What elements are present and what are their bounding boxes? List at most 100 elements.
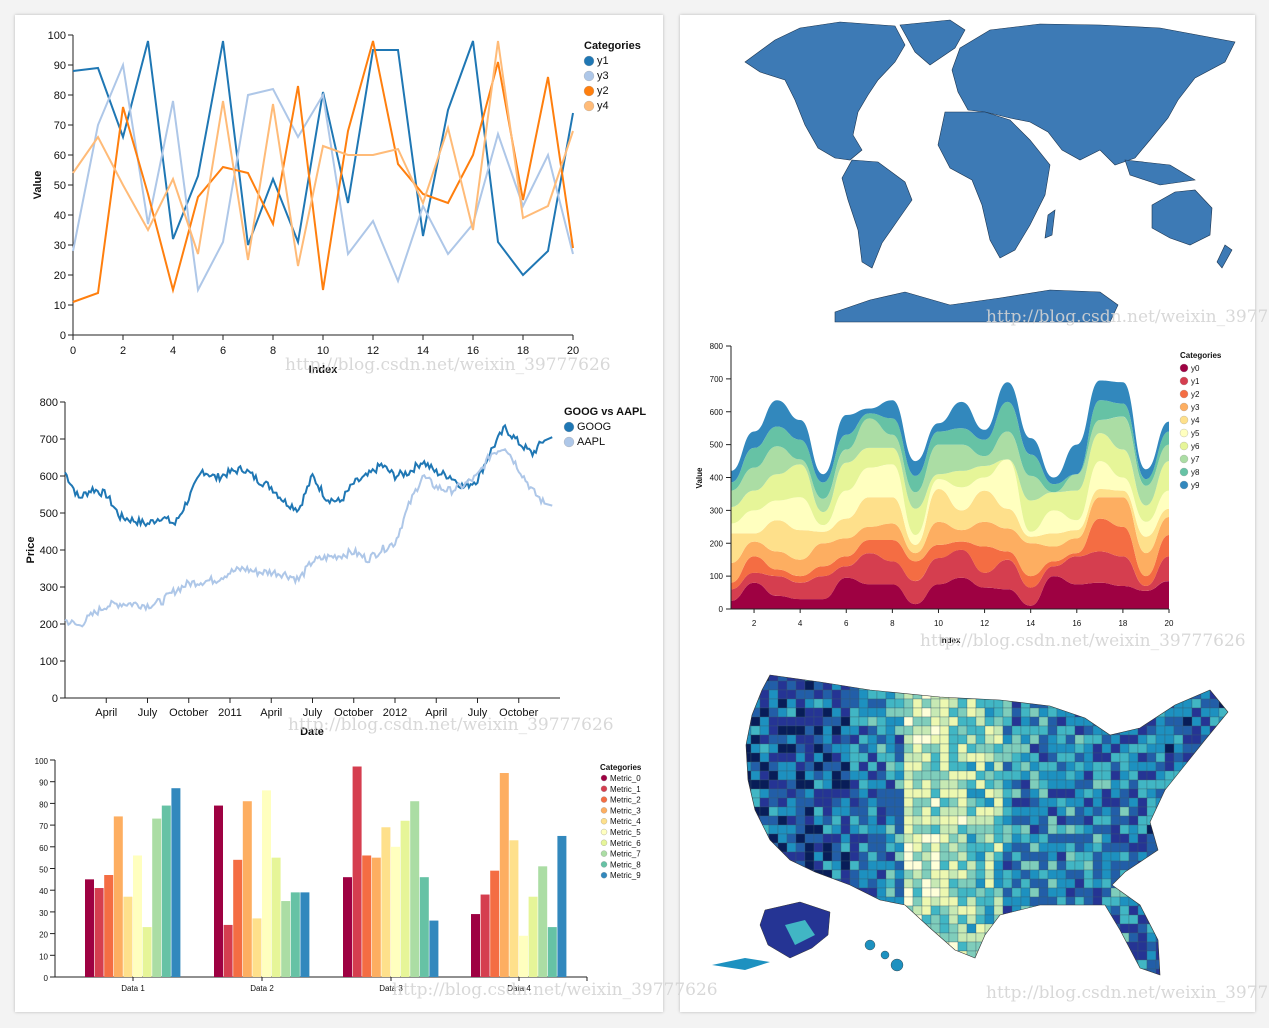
county-cell	[786, 689, 797, 700]
county-cell	[885, 923, 896, 934]
county-cell	[1029, 689, 1040, 700]
county-cell	[957, 752, 968, 763]
county-cell	[975, 806, 986, 817]
county-cell	[1092, 959, 1103, 970]
county-cell	[939, 869, 950, 880]
county-cell	[1227, 698, 1228, 709]
county-cell	[1029, 932, 1040, 943]
county-cell	[1065, 842, 1076, 853]
county-cell	[746, 887, 752, 898]
county-cell	[786, 779, 797, 790]
county-cell	[984, 959, 995, 970]
county-cell	[1065, 941, 1076, 952]
county-cell	[750, 914, 761, 925]
county-cell	[840, 725, 851, 736]
y-tick-label: 90	[54, 60, 66, 72]
county-cell	[858, 842, 869, 853]
county-cell	[751, 978, 760, 987]
county-cell	[1038, 896, 1049, 907]
county-cell	[1074, 675, 1085, 682]
county-cell	[1200, 878, 1211, 889]
county-cell	[1074, 941, 1085, 952]
county-cell	[1164, 797, 1175, 808]
county-cell	[1056, 725, 1067, 736]
county-cell	[1110, 950, 1121, 961]
county-cell	[1011, 941, 1022, 952]
county-cell	[957, 689, 968, 700]
bar-Metric_8	[419, 877, 429, 977]
county-cell	[876, 698, 887, 709]
county-cell	[1146, 905, 1157, 916]
county-cell	[1074, 968, 1085, 975]
county-cell	[1137, 851, 1148, 862]
y-tick-label: 100	[35, 757, 49, 766]
county-cell	[1038, 860, 1049, 871]
county-cell	[746, 860, 752, 871]
county-cell	[1146, 770, 1157, 781]
county-cell	[1047, 887, 1058, 898]
county-cell	[1119, 680, 1130, 691]
county-cell	[1182, 842, 1193, 853]
county-cell	[984, 797, 995, 808]
county-cell	[1002, 761, 1013, 772]
county-cell	[867, 914, 878, 925]
county-cell	[885, 806, 896, 817]
county-cell	[858, 968, 869, 975]
county-cell	[1182, 716, 1193, 727]
legend-swatch	[1179, 428, 1189, 438]
county-cell	[876, 675, 887, 682]
continent-australia	[1151, 189, 1213, 246]
legend-label: y3	[597, 70, 609, 82]
county-cell	[993, 797, 1004, 808]
x-tick-label: 18	[517, 345, 529, 357]
county-cell	[831, 779, 842, 790]
county-cell	[786, 869, 797, 880]
county-cell	[1047, 734, 1058, 745]
county-cell	[930, 896, 941, 907]
county-cell	[858, 932, 869, 943]
county-cell	[1110, 905, 1121, 916]
county-cell	[894, 887, 905, 898]
county-cell	[1011, 968, 1022, 975]
county-cell	[804, 752, 815, 763]
county-cell	[804, 860, 815, 871]
county-cell	[1182, 788, 1193, 799]
county-cell	[993, 806, 1004, 817]
x-tick-label: 6	[844, 619, 849, 628]
county-cell	[858, 752, 869, 763]
county-cell	[957, 896, 968, 907]
county-cell	[1191, 824, 1202, 835]
county-cell	[930, 878, 941, 889]
county-cell	[894, 707, 905, 718]
county-cell	[1083, 914, 1094, 925]
county-cell	[1029, 725, 1040, 736]
county-cell	[912, 761, 923, 772]
county-cell	[993, 923, 1004, 934]
county-cell	[1128, 752, 1139, 763]
continent-africa	[937, 111, 1051, 259]
county-cell	[1182, 959, 1193, 970]
area-y0	[731, 576, 1169, 609]
x-tick-label: 14	[417, 345, 429, 357]
county-cell	[750, 968, 761, 975]
county-cell	[746, 806, 752, 817]
county-cell	[822, 707, 833, 718]
county-cell	[1101, 815, 1112, 826]
county-cell	[894, 716, 905, 727]
county-cell	[993, 905, 1004, 916]
county-cell	[1020, 806, 1031, 817]
county-cell	[939, 851, 950, 862]
county-cell	[940, 978, 949, 987]
county-cell	[831, 887, 842, 898]
county-cell	[1083, 932, 1094, 943]
bar-Metric_9	[557, 835, 567, 977]
x-tick-label: 2011	[218, 707, 242, 719]
county-cell	[786, 680, 797, 691]
county-cell	[1029, 743, 1040, 754]
county-cell	[1092, 914, 1103, 925]
county-cell	[1065, 914, 1076, 925]
county-cell	[984, 941, 995, 952]
county-cell	[948, 698, 959, 709]
county-cell	[1155, 905, 1166, 916]
county-cell	[1173, 914, 1184, 925]
